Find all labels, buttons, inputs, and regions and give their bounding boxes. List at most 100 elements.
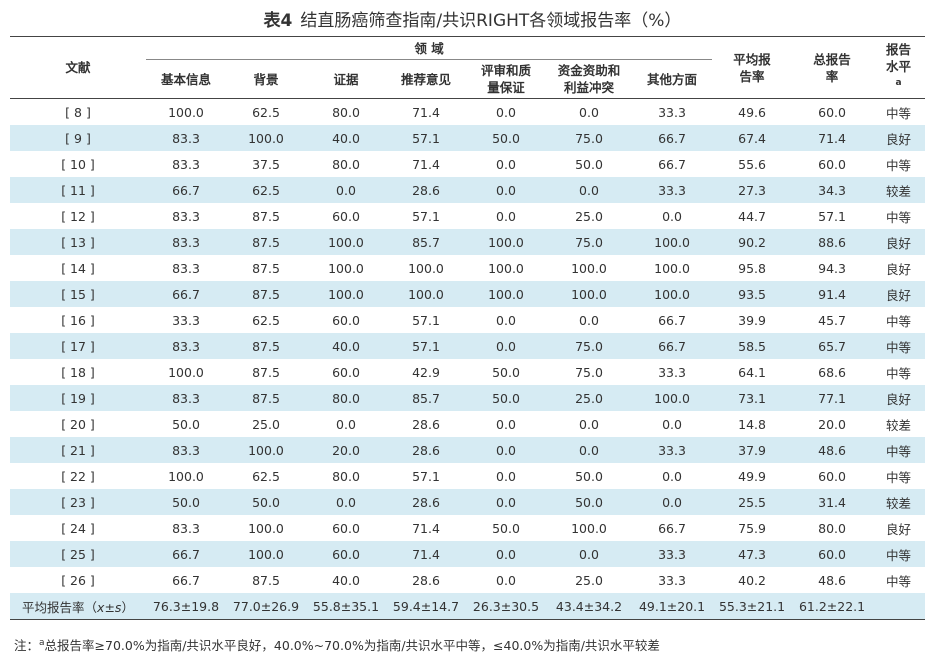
table-row: [ 11 ] 66.7 62.5 0.0 28.6 0.0 0.0 33.3 27.3 34.3 较…: [10, 177, 926, 203]
value-cell: 71.4: [412, 520, 440, 536]
ref-cell: [ 21 ]: [10, 437, 146, 463]
value-cell: 28.6: [412, 572, 440, 588]
header-avg: 平均报告率: [712, 36, 793, 99]
value-cell: 0.0: [496, 208, 516, 224]
value-cell: 0.0: [662, 416, 682, 432]
header-level: 报告水平a: [872, 36, 926, 99]
value-cell: 27.3: [712, 177, 793, 203]
value-cell: 62.5: [252, 312, 280, 328]
value-cell: 100.0: [306, 229, 386, 255]
value-cell: 0.0: [662, 468, 682, 484]
value-cell: 100.0: [226, 125, 306, 151]
value-cell: 0.0: [466, 437, 546, 463]
table-row: [ 14 ] 83.3 87.5 100.0 100.0 100.0 100.0 100.0 9…: [10, 255, 925, 281]
value-cell: 0.0: [496, 468, 516, 484]
footer-cell: 55.3±21.1: [712, 593, 793, 620]
ref-cell: [ 13 ]: [10, 229, 146, 255]
value-cell: 83.3: [172, 208, 200, 224]
header-domain-6: 资金资助和利益冲突: [546, 59, 632, 99]
value-cell: 60.0: [332, 364, 360, 380]
value-cell: 64.1: [738, 364, 766, 380]
value-cell: 50.0: [172, 416, 200, 432]
value-cell: 87.5: [252, 260, 280, 276]
ref-cell: [ 18 ]: [61, 364, 95, 380]
value-cell: 100.0: [328, 260, 364, 276]
value-cell: 77.1: [792, 385, 873, 411]
value-cell: 50.0: [226, 489, 306, 515]
ref-cell: [ 26 ]: [61, 572, 95, 588]
value-cell: 100.0: [226, 437, 306, 463]
header-domain-2: 背景: [226, 59, 306, 99]
value-cell: 66.7: [632, 333, 713, 359]
ref-cell: [ 8 ]: [65, 104, 91, 120]
value-cell: 0.0: [546, 437, 632, 463]
footer-row: 平均报告率（x±s） 76.3±19.8 77.0±26.9 55.8±35.1…: [10, 593, 926, 620]
value-cell: 85.7: [386, 385, 466, 411]
value-cell: 100.0: [386, 281, 466, 307]
value-cell: 80.0: [306, 385, 386, 411]
value-cell: 100.0: [466, 229, 546, 255]
value-cell: 62.5: [252, 104, 280, 120]
value-cell: 88.6: [792, 229, 873, 255]
value-cell: 28.6: [386, 437, 466, 463]
value-cell: 42.9: [412, 364, 440, 380]
table-row: [ 26 ] 66.7 87.5 40.0 28.6 0.0 25.0 33.3 40.2 48.…: [10, 567, 925, 593]
value-cell: 80.0: [332, 156, 360, 172]
value-cell: 87.5: [252, 572, 280, 588]
value-cell: 0.0: [546, 177, 632, 203]
header-domain-1: 基本信息: [146, 59, 226, 99]
value-cell: 40.0: [332, 572, 360, 588]
level-cell: 中等: [886, 105, 912, 121]
value-cell: 25.5: [712, 489, 793, 515]
ref-cell: [ 9 ]: [10, 125, 146, 151]
value-cell: 0.0: [662, 208, 682, 224]
ref-cell: [ 24 ]: [61, 520, 95, 536]
ref-cell: [ 16 ]: [61, 312, 95, 328]
ref-cell: [ 22 ]: [61, 468, 95, 484]
table-row: [ 22 ] 100.0 62.5 80.0 57.1 0.0 50.0 0.0 49.9 60.…: [10, 463, 925, 489]
value-cell: 67.4: [712, 125, 793, 151]
level-cell: 较差: [872, 489, 926, 515]
value-cell: 71.4: [412, 156, 440, 172]
value-cell: 49.6: [738, 104, 766, 120]
value-cell: 0.0: [466, 177, 546, 203]
value-cell: 25.0: [575, 208, 603, 224]
value-cell: 57.1: [386, 125, 466, 151]
value-cell: 80.0: [332, 104, 360, 120]
table-note: 注：a总报告率≥70.0%为指南/共识水平良好，40.0%~70.0%为指南/共…: [14, 637, 660, 653]
value-cell: 100.0: [248, 520, 284, 536]
level-cell: 良好: [886, 521, 912, 537]
value-cell: 20.0: [818, 416, 846, 432]
value-cell: 0.0: [579, 104, 599, 120]
value-cell: 60.0: [306, 541, 386, 567]
value-cell: 100.0: [168, 468, 204, 484]
value-cell: 83.3: [172, 260, 200, 276]
value-cell: 57.1: [386, 333, 466, 359]
value-cell: 68.6: [818, 364, 846, 380]
value-cell: 100.0: [168, 364, 204, 380]
level-cell: 良好: [872, 281, 926, 307]
level-cell: 较差: [872, 177, 926, 203]
value-cell: 48.6: [792, 437, 873, 463]
value-cell: 33.3: [658, 364, 686, 380]
value-cell: 50.0: [146, 489, 226, 515]
table-row: [ 21 ] 83.3 100.0 20.0 28.6 0.0 0.0 33.3 37.9 48.…: [10, 437, 926, 463]
value-cell: 57.1: [818, 208, 846, 224]
value-cell: 50.0: [546, 489, 632, 515]
value-cell: 50.0: [466, 125, 546, 151]
table-row: [ 23 ] 50.0 50.0 0.0 28.6 0.0 50.0 0.0 25.5 31.4 较…: [10, 489, 926, 515]
value-cell: 60.0: [332, 520, 360, 536]
value-cell: 93.5: [712, 281, 793, 307]
value-cell: 33.3: [632, 177, 713, 203]
value-cell: 83.3: [172, 520, 200, 536]
value-cell: 83.3: [146, 333, 226, 359]
ref-cell: [ 23 ]: [10, 489, 146, 515]
value-cell: 0.0: [306, 177, 386, 203]
table-row: [ 25 ] 66.7 100.0 60.0 71.4 0.0 0.0 33.3 47.3 60.…: [10, 541, 926, 567]
value-cell: 87.5: [252, 364, 280, 380]
value-cell: 85.7: [386, 229, 466, 255]
level-cell: 中等: [872, 541, 926, 567]
value-cell: 39.9: [738, 312, 766, 328]
value-cell: 100.0: [408, 260, 444, 276]
value-cell: 91.4: [792, 281, 873, 307]
